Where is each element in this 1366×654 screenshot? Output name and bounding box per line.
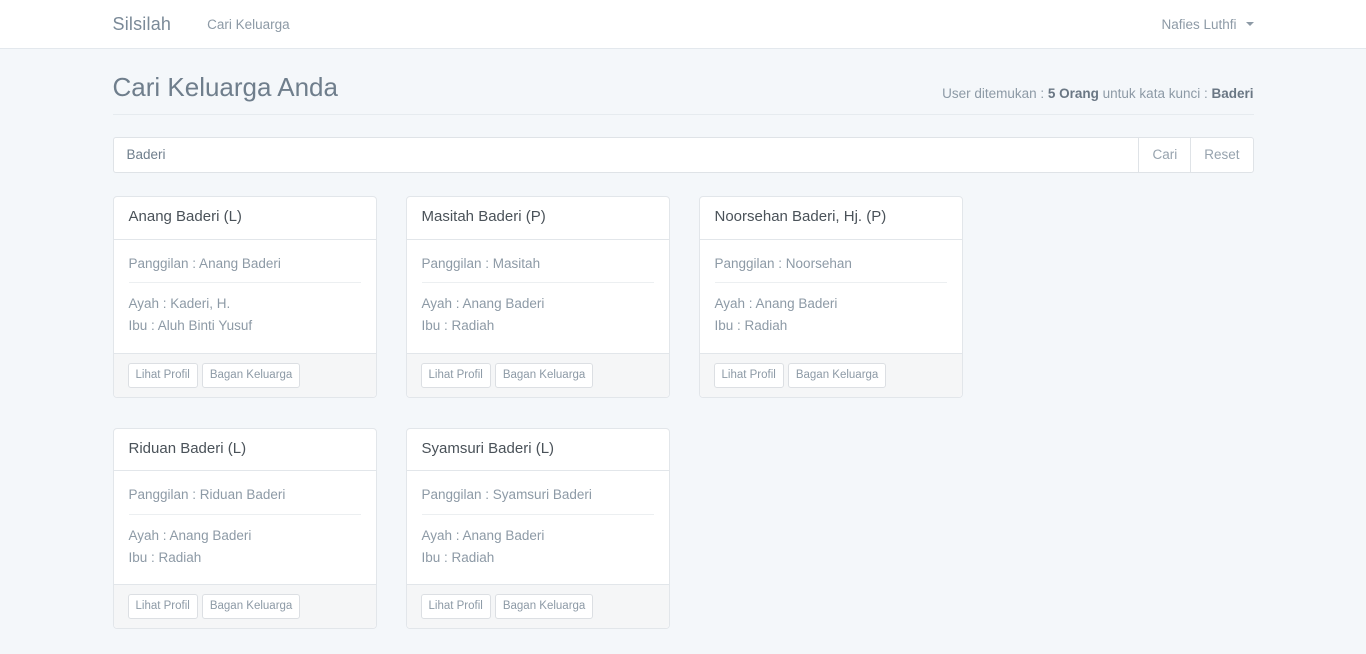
result-card: Syamsuri Baderi (L) Panggilan : Syamsuri… bbox=[405, 427, 670, 630]
view-profile-button[interactable]: Lihat Profil bbox=[420, 594, 491, 620]
result-card: Riduan Baderi (L) Panggilan : Riduan Bad… bbox=[112, 427, 377, 630]
user-menu[interactable]: Nafies Luthfi bbox=[1161, 16, 1254, 32]
result-card-name: Masitah Baderi (P) bbox=[406, 197, 669, 240]
result-card-divider bbox=[421, 282, 654, 284]
navbar-inner: Silsilah Cari Keluarga Nafies Luthfi bbox=[113, 0, 1254, 48]
result-card-ibu: Ibu : Radiah bbox=[128, 550, 202, 566]
family-chart-button[interactable]: Bagan Keluarga bbox=[494, 362, 594, 388]
search-submit-button[interactable]: Cari bbox=[1138, 136, 1191, 173]
result-card-footer: Lihat Profil Bagan Keluarga bbox=[406, 584, 669, 629]
result-card-ibu: Ibu : Radiah bbox=[421, 550, 495, 566]
result-card-divider bbox=[128, 282, 361, 284]
page-title: Cari Keluarga Anda bbox=[112, 72, 338, 102]
result-card-name: Syamsuri Baderi (L) bbox=[406, 429, 669, 472]
chevron-down-icon bbox=[1245, 22, 1254, 26]
result-card-divider bbox=[714, 282, 947, 284]
result-card: Anang Baderi (L) Panggilan : Anang Bader… bbox=[112, 195, 377, 398]
result-card-panggilan: Panggilan : Noorsehan bbox=[714, 255, 852, 271]
result-card-body: Panggilan : Riduan Baderi Ayah : Anang B… bbox=[114, 471, 376, 584]
result-card-divider bbox=[128, 513, 361, 515]
result-card-divider bbox=[421, 513, 654, 515]
family-chart-button[interactable]: Bagan Keluarga bbox=[201, 594, 301, 620]
search-form: Cari Reset bbox=[112, 136, 1254, 173]
view-profile-button[interactable]: Lihat Profil bbox=[713, 362, 784, 388]
result-card-name: Anang Baderi (L) bbox=[113, 197, 376, 240]
result-card-panggilan: Panggilan : Masitah bbox=[421, 255, 541, 271]
result-card-ayah: Ayah : Anang Baderi bbox=[128, 527, 252, 543]
family-chart-button[interactable]: Bagan Keluarga bbox=[494, 594, 594, 620]
result-card-ibu: Ibu : Radiah bbox=[714, 318, 788, 334]
result-card-body: Panggilan : Masitah Ayah : Anang Baderi … bbox=[407, 240, 669, 353]
user-menu-label: Nafies Luthfi bbox=[1161, 16, 1237, 32]
result-card-panggilan: Panggilan : Anang Baderi bbox=[128, 255, 281, 271]
result-card: Noorsehan Baderi, Hj. (P) Panggilan : No… bbox=[698, 195, 963, 398]
page-header: Cari Keluarga Anda User ditemukan : 5 Or… bbox=[112, 49, 1254, 115]
result-card-ibu: Ibu : Aluh Binti Yusuf bbox=[128, 318, 253, 334]
result-card-ibu: Ibu : Radiah bbox=[421, 318, 495, 334]
results-grid: Anang Baderi (L) Panggilan : Anang Bader… bbox=[112, 195, 1254, 630]
result-keyword: Baderi bbox=[1211, 85, 1254, 101]
result-card-footer: Lihat Profil Bagan Keluarga bbox=[699, 352, 962, 397]
brand-logo[interactable]: Silsilah bbox=[112, 13, 172, 34]
result-card-body: Panggilan : Anang Baderi Ayah : Kaderi, … bbox=[114, 240, 376, 353]
result-card-name: Riduan Baderi (L) bbox=[113, 429, 376, 472]
result-card-panggilan: Panggilan : Syamsuri Baderi bbox=[421, 487, 592, 503]
result-card-ayah: Ayah : Anang Baderi bbox=[714, 296, 838, 312]
result-card-footer: Lihat Profil Bagan Keluarga bbox=[113, 584, 376, 629]
result-middle-text: untuk kata kunci : bbox=[1098, 85, 1212, 101]
search-buttons: Cari Reset bbox=[1138, 136, 1254, 173]
search-result-summary: User ditemukan : 5 Orang untuk kata kunc… bbox=[942, 86, 1253, 105]
top-navbar: Silsilah Cari Keluarga Nafies Luthfi bbox=[0, 0, 1366, 49]
result-card-panggilan: Panggilan : Riduan Baderi bbox=[128, 487, 286, 503]
nav-item-cari-keluarga[interactable]: Cari Keluarga bbox=[207, 16, 290, 32]
result-card-ayah: Ayah : Anang Baderi bbox=[421, 527, 545, 543]
result-card-name: Noorsehan Baderi, Hj. (P) bbox=[699, 197, 962, 240]
result-card-footer: Lihat Profil Bagan Keluarga bbox=[113, 352, 376, 397]
view-profile-button[interactable]: Lihat Profil bbox=[420, 362, 491, 388]
search-input[interactable] bbox=[112, 136, 1139, 173]
family-chart-button[interactable]: Bagan Keluarga bbox=[201, 362, 301, 388]
view-profile-button[interactable]: Lihat Profil bbox=[127, 362, 198, 388]
result-card-ayah: Ayah : Anang Baderi bbox=[421, 296, 545, 312]
family-chart-button[interactable]: Bagan Keluarga bbox=[787, 362, 887, 388]
result-prefix-text: User ditemukan : bbox=[942, 85, 1048, 101]
page-container: Cari Keluarga Anda User ditemukan : 5 Or… bbox=[112, 49, 1254, 630]
result-card-body: Panggilan : Noorsehan Ayah : Anang Bader… bbox=[700, 240, 962, 353]
result-card-body: Panggilan : Syamsuri Baderi Ayah : Anang… bbox=[407, 471, 669, 584]
result-count: 5 Orang bbox=[1047, 85, 1099, 101]
search-reset-button[interactable]: Reset bbox=[1190, 136, 1254, 173]
result-card-footer: Lihat Profil Bagan Keluarga bbox=[406, 352, 669, 397]
result-card-ayah: Ayah : Kaderi, H. bbox=[128, 296, 231, 312]
result-card: Masitah Baderi (P) Panggilan : Masitah A… bbox=[405, 195, 670, 398]
view-profile-button[interactable]: Lihat Profil bbox=[127, 594, 198, 620]
